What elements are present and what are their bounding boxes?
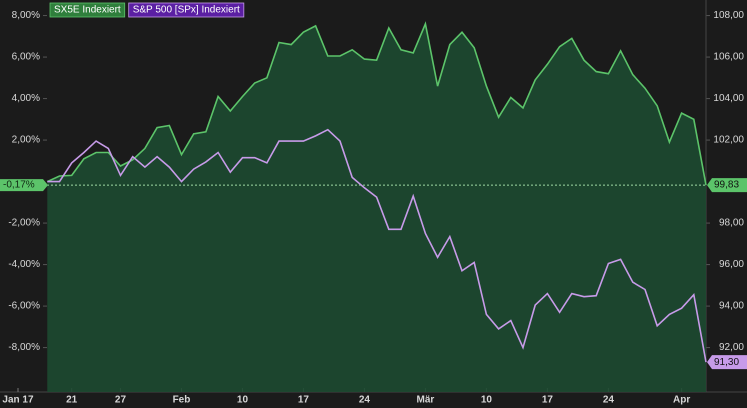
y-tick-label: 4,00% <box>12 93 40 104</box>
y-tick-label: 8,00% <box>12 10 40 21</box>
end-label: 99,83 <box>714 180 739 191</box>
y-tick-label: -6,00% <box>8 301 40 312</box>
y2-tick-label: 94,00 <box>719 301 744 312</box>
x-tick-label: Mär <box>417 395 435 406</box>
legend-item: S&P 500 [SPx] Indexiert <box>128 2 245 18</box>
y2-tick-label: 102,00 <box>713 135 744 146</box>
end-label: 91,30 <box>714 357 739 368</box>
legend-swatch <box>49 2 126 18</box>
end-label-box <box>707 355 747 370</box>
series-line <box>46 21 707 186</box>
y-tick-label: -4,00% <box>8 259 40 270</box>
y-tick-label: 2,00% <box>12 135 40 146</box>
y-tick-label: -8,00% <box>8 342 40 353</box>
y-tick-label: 6,00% <box>12 52 40 63</box>
series-line <box>47 128 707 363</box>
y2-tick-label: 92,00 <box>719 342 744 353</box>
x-tick-label: 24 <box>603 395 615 406</box>
legend-label: S&P 500 [SPx] Indexiert <box>133 5 240 16</box>
legend-swatch <box>128 2 245 18</box>
legend-label: SX5E Indexiert <box>54 5 121 16</box>
x-tick-label: Apr <box>673 395 690 406</box>
end-label-box <box>707 178 747 193</box>
x-tick-label: 24 <box>359 395 371 406</box>
x-tick-label: Jan 17 <box>2 395 34 406</box>
y2-tick-label: 96,00 <box>719 259 744 270</box>
y-tick-label: -2,00% <box>8 218 40 229</box>
reference-label: -0,17% <box>3 180 35 191</box>
x-tick-label: 17 <box>298 395 310 406</box>
x-tick-label: 17 <box>542 395 554 406</box>
x-tick-label: 27 <box>115 395 127 406</box>
legend-item: SX5E Indexiert <box>49 2 126 18</box>
y2-tick-label: 106,00 <box>713 52 744 63</box>
x-tick-label: Feb <box>173 395 191 406</box>
y2-tick-label: 108,00 <box>713 10 744 21</box>
y2-tick-label: 104,00 <box>713 93 744 104</box>
x-tick-label: 10 <box>237 395 249 406</box>
y2-tick-label: 98,00 <box>719 218 744 229</box>
x-tick-label: 21 <box>66 395 78 406</box>
reference-label-box <box>0 179 48 192</box>
x-tick-label: 10 <box>481 395 493 406</box>
